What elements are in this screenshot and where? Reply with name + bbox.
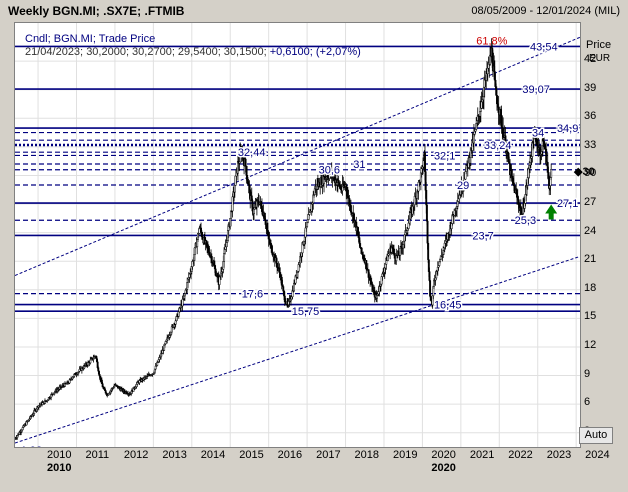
level-label-5: 33,24: [484, 140, 512, 152]
level-label-8: 31: [353, 159, 365, 171]
level-label-15: 16,45: [434, 300, 462, 312]
current-price-label: 30: [582, 166, 595, 179]
price-chart[interactable]: 43,54 39,07 34,97 34 33,24 32,44 32,1 31 30,6 29 2…: [15, 23, 580, 447]
current-marker-icon: ◆: [574, 166, 583, 179]
level-label-14: 17,6: [242, 289, 263, 301]
level-label-7: 32,1: [434, 150, 455, 162]
info-line-instrument: Cndl; BGN.MI; Trade Price: [25, 33, 156, 45]
candle-body: [413, 196, 416, 206]
y-tick-label: 36: [584, 110, 597, 123]
date-range: 08/05/2009 - 12/01/2024 (MIL): [471, 5, 620, 17]
level-label-0: 43,54: [530, 41, 558, 53]
candle-body: [512, 182, 515, 187]
info-change: +0,6100; (+2,07%): [269, 46, 361, 58]
auto-scale-button[interactable]: Auto: [579, 427, 613, 444]
x-decade-label: 2010: [47, 462, 72, 474]
annotation-1: 1,92: [21, 445, 42, 447]
info-ohlc: 30,2000; 30,2700; 29,5400; 30,1500;: [86, 46, 267, 58]
level-label-2: 34,97: [557, 123, 580, 135]
y-tick-label: 18: [584, 281, 597, 294]
level-label-16: 15,75: [292, 306, 320, 318]
chart-title: Weekly BGN.MI; .SX7E; .FTMIB: [8, 4, 185, 18]
candle-body: [456, 201, 459, 207]
info-line-ohlc: 21/04/2023; 30,2000; 30,2700; 29,5400; 3…: [25, 46, 361, 59]
plot-area[interactable]: 43,54 39,07 34,97 34 33,24 32,44 32,1 31 30,6 29 2…: [14, 22, 581, 448]
annotation-0: 61,8%: [476, 35, 507, 47]
candle-body: [497, 106, 500, 113]
x-tick-label: 2019: [392, 449, 418, 461]
level-label-6: 32,44: [238, 147, 266, 159]
x-tick-label: 2015: [239, 449, 264, 461]
y-tick-label: 39: [584, 81, 597, 94]
x-axis[interactable]: 2010 2011 2012 2013 2014 2015 2016 2017 2018 2019…: [14, 446, 610, 492]
y-axis-unit: EUR: [589, 53, 611, 64]
candle-body: [308, 212, 311, 215]
candle-body: [550, 169, 553, 178]
level-label-12: 25,3: [515, 215, 536, 227]
y-tick-label: 6: [584, 396, 591, 409]
x-tick-label: 2018: [354, 449, 380, 461]
x-tick-label: 2016: [277, 449, 303, 461]
candle-body: [365, 260, 368, 269]
level-label-1: 39,07: [522, 84, 550, 96]
x-tick-label: 2010: [47, 449, 72, 461]
candle-body: [425, 204, 428, 222]
candle-body: [502, 127, 505, 138]
candle-body: [89, 359, 92, 364]
y-tick-label: 24: [584, 224, 597, 237]
x-tick-label: 2021: [469, 449, 495, 461]
x-tick-label: 2022: [508, 449, 533, 461]
y-tick-label: 30: [584, 167, 597, 180]
x-tick-label: 2020: [431, 449, 456, 461]
info-legend: Cndl; BGN.MI; Trade Price 21/04/2023; 30…: [25, 33, 361, 59]
y-tick-label: 15: [584, 310, 597, 323]
y-tick-label: 42: [584, 53, 597, 66]
x-tick-label: 2024: [585, 449, 610, 461]
y-tick-label: 12: [584, 338, 597, 351]
current-price-marker: ◆30: [574, 165, 595, 178]
y-tick-label: 27: [584, 196, 597, 209]
level-label-10: 29: [457, 180, 469, 192]
candle-body: [233, 185, 236, 193]
x-tick-label: 2023: [546, 449, 572, 461]
level-label-13: 23,7: [472, 230, 493, 242]
x-tick-label: 2012: [123, 449, 149, 461]
candle-body: [306, 219, 309, 223]
y-axis-title: Price: [586, 39, 612, 51]
candle-body: [393, 248, 395, 254]
x-tick-label: 2017: [316, 449, 341, 461]
level-label-11: 27,1: [557, 198, 578, 210]
y-tick-label: 21: [584, 253, 597, 266]
x-tick-label: 2011: [85, 449, 110, 461]
info-date: 21/04/2023;: [25, 46, 84, 58]
trend-channel-lower: [15, 255, 580, 444]
level-label-9: 30,6: [319, 165, 340, 177]
x-decade-label: 2020: [431, 462, 456, 474]
candle-body: [98, 374, 101, 377]
y-axis[interactable]: Price EUR 4239363330272421181512963 ◆30: [574, 22, 628, 446]
candle-body: [244, 158, 247, 167]
y-tick-label: 9: [584, 367, 591, 380]
candle-body: [41, 402, 44, 405]
level-label-3: 34: [532, 128, 544, 140]
candle-body: [426, 220, 429, 244]
x-tick-label: 2014: [200, 449, 226, 461]
candle-body: [193, 247, 196, 256]
candle-body: [425, 189, 428, 206]
candle-body: [545, 148, 548, 164]
y-tick-label: 33: [584, 138, 597, 151]
title-bar: Weekly BGN.MI; .SX7E; .FTMIB 08/05/2009 …: [0, 0, 628, 22]
candle-body: [407, 222, 410, 229]
candle-body: [223, 249, 226, 254]
candle-body: [359, 243, 362, 249]
buy-signal-arrow-icon: [545, 204, 558, 220]
x-tick-label: 2013: [162, 449, 187, 461]
candle-body: [427, 242, 430, 260]
